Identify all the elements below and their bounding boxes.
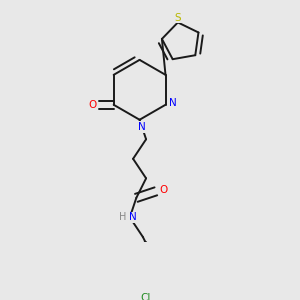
Text: N: N — [169, 98, 177, 108]
Text: O: O — [88, 100, 97, 110]
Text: Cl: Cl — [140, 292, 151, 300]
Text: N: N — [129, 212, 136, 222]
Text: H: H — [119, 212, 126, 222]
Text: S: S — [175, 13, 181, 23]
Text: O: O — [160, 185, 168, 195]
Text: N: N — [138, 122, 146, 132]
